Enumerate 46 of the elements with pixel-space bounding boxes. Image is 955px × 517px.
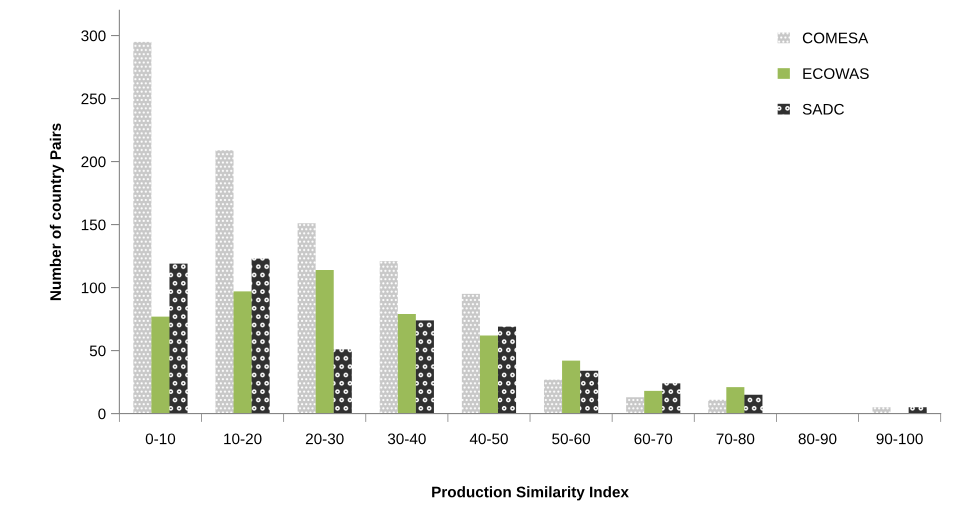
x-tick-label: 40-50	[470, 433, 508, 444]
x-tick-label: 10-20	[224, 433, 262, 444]
x-tick-label: 70-80	[716, 433, 754, 444]
bar	[398, 314, 416, 414]
bar	[662, 383, 680, 414]
bar	[498, 326, 516, 414]
bar	[316, 270, 334, 414]
y-tick-label: 0	[98, 408, 106, 420]
bar	[416, 320, 434, 414]
x-tick-label: 80-90	[798, 433, 836, 444]
y-tick-label: 200	[81, 156, 106, 168]
bar	[215, 150, 234, 414]
y-tick-label: 250	[81, 93, 106, 104]
bar	[380, 261, 398, 414]
bar	[708, 400, 726, 414]
x-tick-label: 30-40	[388, 433, 426, 444]
x-tick-label: 50-60	[552, 433, 590, 444]
x-tick-label: 20-30	[306, 433, 344, 444]
y-tick-label: 300	[81, 30, 106, 42]
bar	[726, 387, 744, 414]
x-tick-label: 0-10	[146, 433, 176, 444]
y-tick-label: 50	[90, 345, 106, 356]
y-tick-label: 150	[82, 219, 106, 230]
legend-label: ECOWAS	[803, 68, 869, 80]
bar	[234, 291, 252, 414]
bar	[252, 258, 270, 414]
bar	[151, 316, 170, 414]
y-tick-label: 100	[82, 282, 106, 294]
bar	[462, 294, 480, 414]
x-tick-label: 90-100	[876, 433, 923, 444]
x-axis-title: Production Similarity Index	[432, 486, 629, 500]
bar	[626, 397, 644, 414]
bar	[644, 390, 662, 414]
bar	[744, 394, 762, 414]
bar	[298, 223, 316, 414]
x-tick-label: 60-70	[634, 433, 672, 444]
bar	[334, 349, 352, 414]
bar	[169, 264, 188, 414]
y-axis-title: Number of country Pairs	[50, 123, 64, 300]
bar	[133, 42, 152, 414]
bar	[544, 380, 562, 414]
bar	[562, 360, 580, 414]
legend-label: SADC	[802, 104, 844, 115]
legend-label: COMESA	[802, 32, 868, 44]
bar	[580, 370, 598, 414]
bar	[480, 335, 498, 414]
